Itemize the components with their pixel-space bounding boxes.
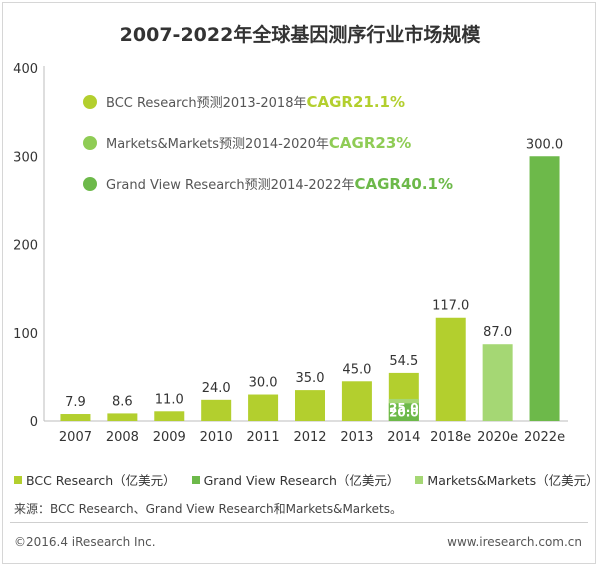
legend-label-bcc: BCC Research（亿美元） — [26, 473, 176, 488]
footer-divider — [10, 522, 588, 523]
annotation-text-2: Grand View Research预测2014-2022年CAGR40.1% — [106, 175, 453, 193]
y-tick-label: 0 — [30, 415, 38, 430]
bar-markets-2020e — [482, 344, 513, 421]
x-tick-label: 2007 — [59, 430, 92, 445]
x-tick-label: 2022e — [524, 430, 565, 445]
bar-grand-view-2022e — [529, 156, 560, 421]
bar-bcc-2010 — [201, 399, 232, 421]
website-link[interactable]: www.iresearch.com.cn — [447, 535, 582, 549]
data-label-2010-bcc: 24.0 — [202, 381, 231, 396]
bar-bcc-2012 — [295, 390, 325, 421]
x-tick-label: 2012 — [293, 430, 326, 445]
annotation-cagr-2: CAGR40.1% — [354, 175, 453, 193]
data-label-2013-bcc: 45.0 — [342, 362, 371, 377]
bar-bcc-2018e — [435, 317, 466, 421]
data-label-2011-bcc: 30.0 — [249, 376, 278, 391]
bar-bcc-2008 — [107, 413, 138, 421]
chart-title: 2007-2022年全球基因测序行业市场规模 — [119, 24, 481, 46]
data-label-2022e-grand-view: 300.0 — [526, 137, 563, 152]
bar-bcc-2007 — [60, 414, 91, 421]
y-tick-label: 200 — [13, 239, 38, 254]
legend-item-bcc: BCC Research（亿美元） — [14, 470, 176, 489]
x-tick-label: 2008 — [106, 430, 139, 445]
y-tick-label: 300 — [13, 150, 38, 165]
legend-swatch-grand-view — [191, 475, 200, 484]
data-label-2020e-markets: 87.0 — [483, 325, 512, 340]
data-label-2008-bcc: 8.6 — [112, 394, 133, 409]
legend-label-grand-view: Grand View Research（亿美元） — [203, 473, 400, 488]
data-label-2014-grand-view: 20.0 — [389, 405, 419, 419]
annotation-prefix-1: Markets&Markets预测2014-2020年 — [106, 137, 329, 152]
data-label-2014-markets: 25.0 — [389, 401, 419, 415]
data-label-2009-bcc: 11.0 — [155, 392, 184, 407]
legend-item-markets: Markets&Markets（亿美元） — [415, 470, 599, 489]
x-tick-label: 2011 — [247, 430, 280, 445]
x-tick-label: 2020e — [477, 430, 518, 445]
copyright: ©2016.4 iResearch Inc. — [14, 535, 156, 549]
chart-frame — [2, 2, 596, 564]
data-label-2012-bcc: 35.0 — [296, 371, 325, 386]
y-tick-label: 100 — [13, 327, 38, 342]
data-label-2007-bcc: 7.9 — [65, 395, 86, 410]
annotation-prefix-0: BCC Research预测2013-2018年 — [106, 96, 306, 111]
source-note: 来源：BCC Research、Grand View Research和Mark… — [14, 502, 402, 516]
x-tick-label: 2014 — [387, 430, 420, 445]
legend-swatch-bcc — [14, 475, 22, 484]
legend-label-markets: Markets&Markets（亿美元） — [427, 473, 599, 488]
annotation-cagr-0: CAGR21.1% — [306, 93, 405, 111]
bar-grand-view-2014 — [388, 403, 419, 421]
annotation-bullet-1 — [83, 136, 97, 150]
annotation-cagr-1: CAGR23% — [329, 134, 411, 152]
annotation-bullet-2 — [83, 177, 97, 191]
bar-chart: 0 100 200 300 400 2007 7.9 2008 8.6 2009 11.0 2010 2… — [13, 62, 568, 445]
x-tick-label: 2018e — [430, 430, 471, 445]
bar-bcc-2009 — [154, 411, 185, 421]
legend-swatch-markets — [415, 475, 424, 484]
data-label-2014-bcc: 54.5 — [389, 354, 418, 369]
y-tick-label: 400 — [13, 62, 38, 77]
annotation-text-0: BCC Research预测2013-2018年CAGR21.1% — [106, 93, 405, 111]
legend: BCC Research（亿美元） Grand View Research（亿美… — [14, 470, 599, 489]
x-tick-label: 2013 — [340, 430, 373, 445]
legend-item-grand-view: Grand View Research（亿美元） — [191, 470, 400, 489]
data-label-2018e-bcc: 117.0 — [432, 299, 469, 314]
x-tick-label: 2009 — [153, 430, 186, 445]
bar-bcc-2011 — [248, 394, 279, 421]
x-tick-label: 2010 — [200, 430, 233, 445]
annotation-text-1: Markets&Markets预测2014-2020年CAGR23% — [106, 134, 411, 152]
annotation-prefix-2: Grand View Research预测2014-2022年 — [106, 178, 354, 193]
annotation-bullet-0 — [83, 95, 97, 109]
bar-bcc-2013 — [341, 381, 372, 421]
